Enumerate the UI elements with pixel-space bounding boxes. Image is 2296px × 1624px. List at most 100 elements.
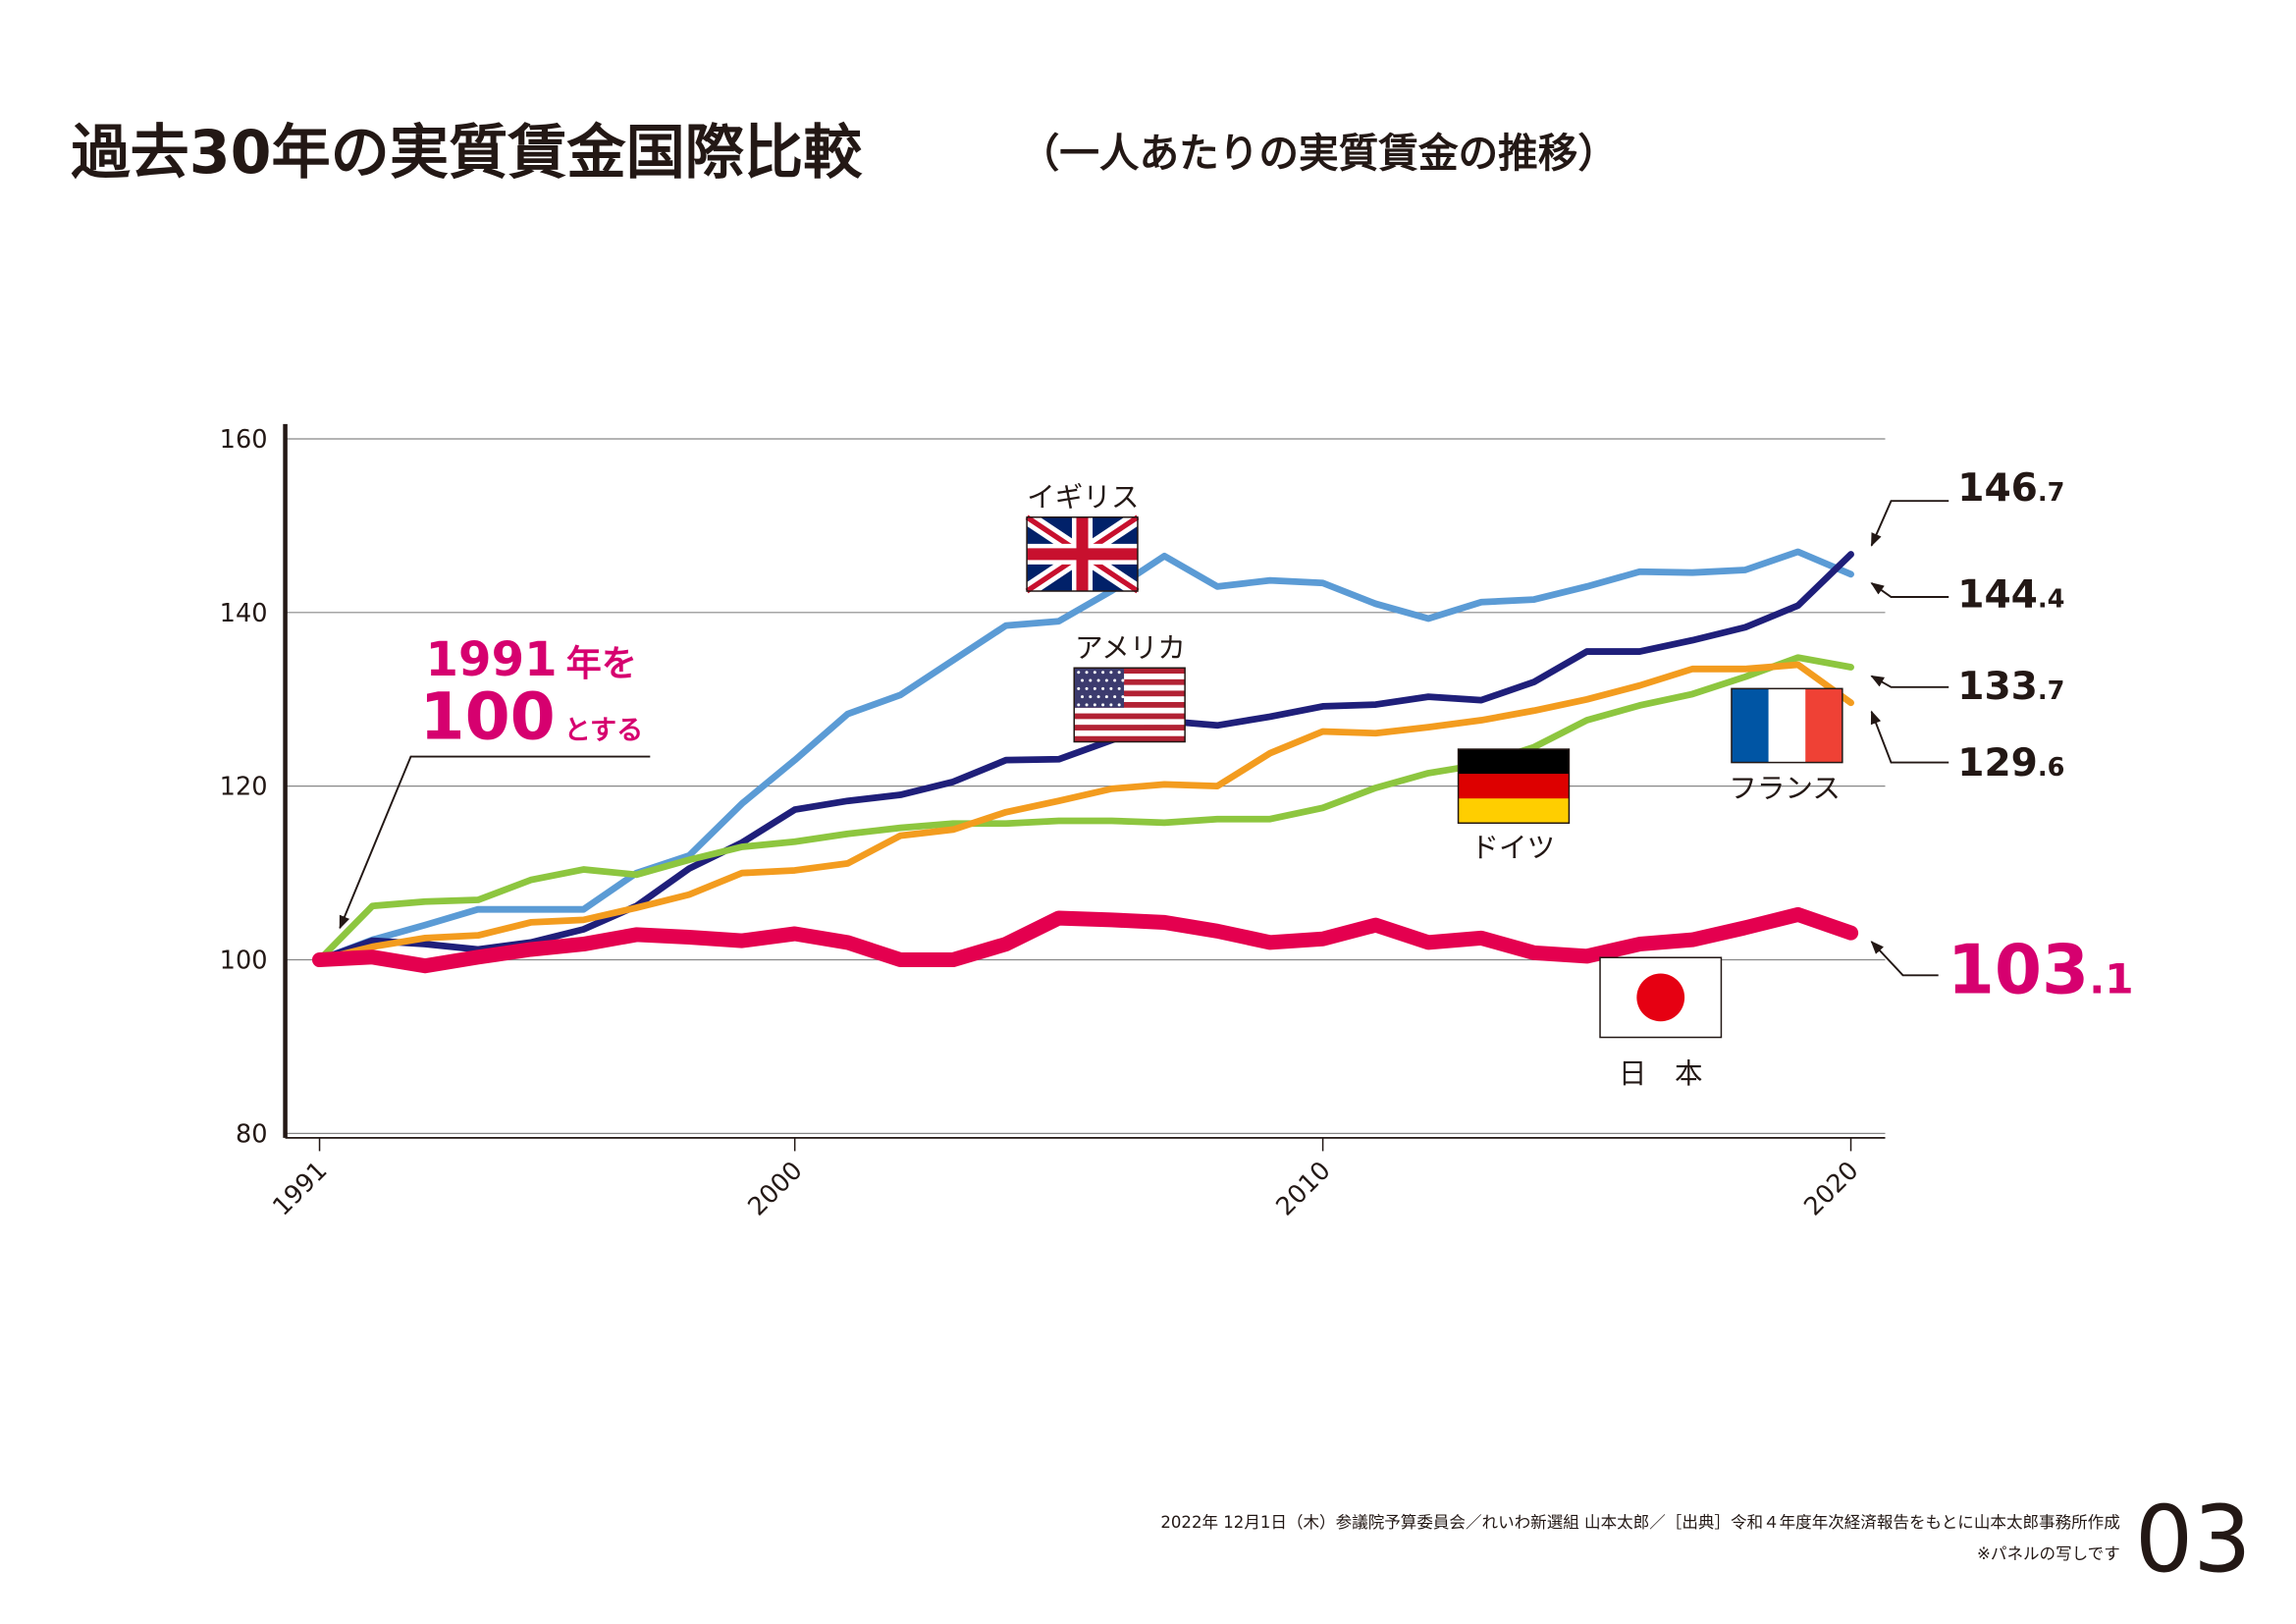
series-name: フランス [1729,772,1841,805]
flag-star [1113,695,1117,699]
flag-star [1081,678,1085,682]
flag-star [1093,671,1096,675]
flag-stripe [1074,707,1186,714]
series-line [316,551,1854,963]
series-name: イギリス [1027,480,1139,514]
flag-sun [1636,973,1685,1022]
flag [1731,687,1843,764]
end-label: 144.4 [1957,573,2064,618]
flag-stripe [1074,678,1186,685]
end-label-int: 146 [1957,466,2038,511]
page-number: 03 [2135,1487,2252,1594]
y-tick-label: 160 [220,425,268,455]
flag-star [1089,678,1093,682]
flag [1073,667,1186,743]
flag-star [1096,695,1100,699]
label-arrow [1870,675,1949,688]
flag-star [1101,686,1105,690]
flag-star [1117,686,1121,690]
flag-stripe [1074,725,1186,731]
flag-border [1731,687,1843,764]
label-arrow [1870,710,1949,764]
flag-star [1077,671,1081,675]
label-arrow [1870,941,1939,977]
flag-star [1093,703,1096,707]
y-tick-label: 140 [220,599,268,628]
flag-stripe [1074,696,1186,703]
series-line [316,654,1854,963]
end-label-int: 133 [1957,665,2038,709]
footer: 2022年 12月1日（木）参議院予算委員会／れいわ新選組 山本太郎／［出典］令… [1160,1513,2119,1532]
flag-stripe [1074,701,1186,709]
flag-star [1104,678,1108,682]
annotation: 100 とする [420,679,644,755]
flag-star [1085,686,1089,690]
flag-star [1077,686,1081,690]
flag-stripe [1074,735,1186,742]
flag-border [1599,956,1723,1039]
flag-star [1093,686,1096,690]
flag-border [1026,515,1139,592]
annotation-arrow [339,755,651,930]
flag-star [1101,671,1105,675]
y-tick-label: 80 [236,1119,268,1149]
flag-star [1104,695,1108,699]
footnote: ※パネルの写しです [1977,1544,2120,1563]
flag-stripe [1074,674,1186,680]
flag-stripe [1074,668,1186,675]
flag-band [1731,688,1769,763]
end-label-int: 103 [1948,931,2089,1009]
flag-star [1121,678,1125,682]
title: 過去30年の実質賃金国際比較 [71,119,863,188]
label-arrow [1870,582,1949,599]
series-line [316,548,1854,963]
y-tick-label: 100 [220,947,268,976]
flag-star [1077,703,1081,707]
flag-stripe [1074,713,1186,720]
flag-band [1458,749,1570,775]
flag-cross-red [1027,516,1138,592]
end-label: 133.7 [1957,665,2064,709]
subtitle: （一人あたりの実質賃金の推移） [1020,130,1618,177]
end-label-int: 144 [1957,573,2038,618]
flag-band [1805,688,1843,763]
series-line [316,661,1854,963]
flag-star [1113,678,1117,682]
annotation-part: 年を [566,642,637,684]
flag-star [1117,671,1121,675]
end-label-frac: .7 [2038,677,2065,706]
series-name: 日 本 [1619,1056,1703,1090]
end-label-frac: .1 [2089,954,2133,1002]
annotation: 1991 年を [426,632,637,687]
end-label: 103.1 [1948,931,2134,1009]
end-label-frac: .6 [2038,753,2065,783]
end-label-int: 129 [1957,741,2038,785]
flag-star [1117,703,1121,707]
flag-star [1096,678,1100,682]
flag-star [1109,703,1113,707]
end-label: 129.6 [1957,741,2064,785]
flag [1599,956,1723,1039]
flag-star [1085,671,1089,675]
end-label-frac: .7 [2038,478,2065,508]
flag-star [1109,686,1113,690]
flag-star [1101,703,1105,707]
flag-border [1457,748,1571,825]
flag-band [1458,798,1570,824]
flag-border [1073,667,1186,743]
end-label-frac: .4 [2038,585,2065,615]
end-label: 146.7 [1957,466,2064,511]
annotation-part: 100 [420,679,556,755]
flag-stripe [1074,730,1186,737]
annotation-part: 1991 [426,632,558,687]
flag-stripe [1074,690,1186,697]
flag-star [1085,703,1089,707]
flag-canton [1074,668,1125,708]
flag [1457,748,1571,825]
series-name: ドイツ [1470,831,1555,864]
annotation-part: とする [564,716,643,746]
y-tick-label: 120 [220,773,268,802]
flag-star [1081,695,1085,699]
